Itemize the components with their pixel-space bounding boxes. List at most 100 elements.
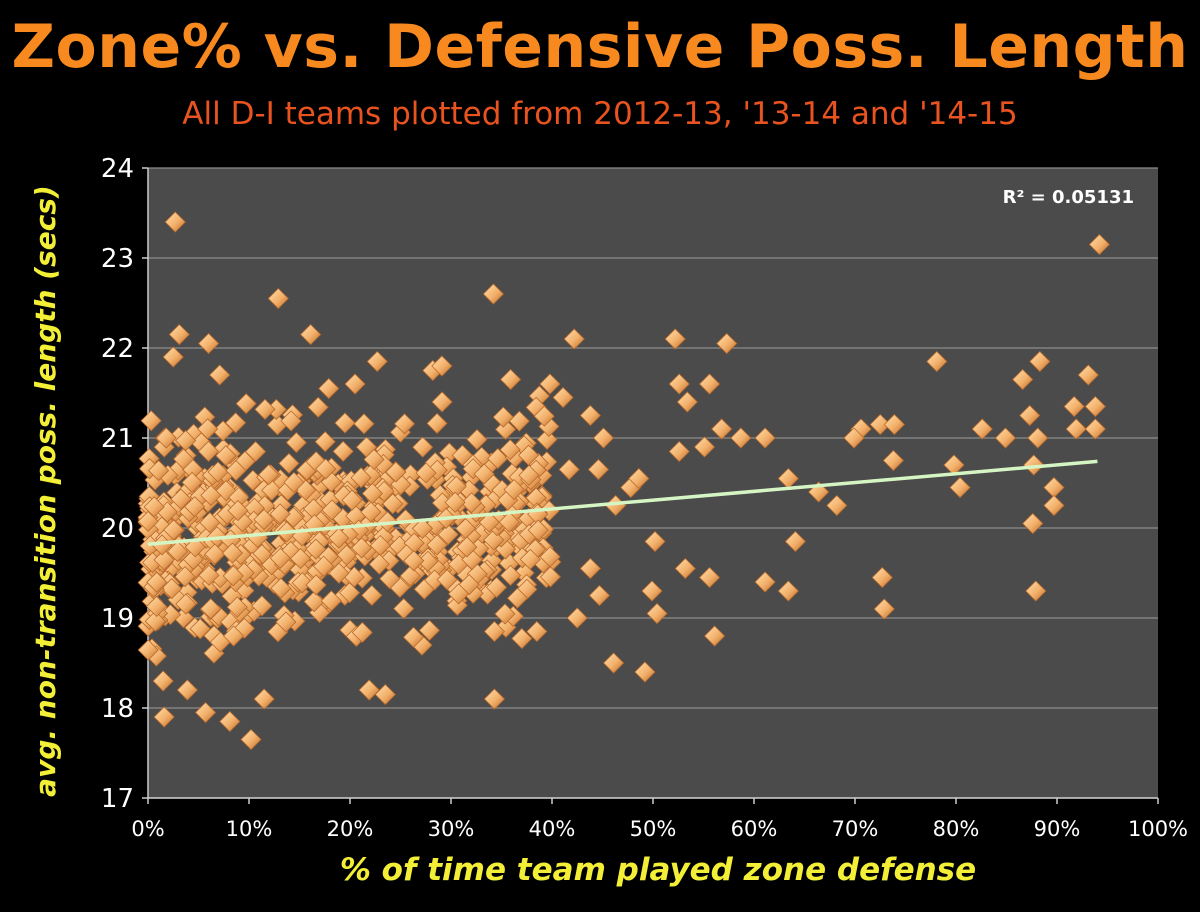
y-tick-label: 17 bbox=[101, 784, 134, 814]
data-point bbox=[716, 332, 738, 355]
data-point bbox=[305, 574, 327, 596]
data-point bbox=[163, 519, 185, 541]
data-point bbox=[588, 584, 611, 607]
data-point bbox=[328, 527, 350, 549]
data-point bbox=[882, 449, 904, 472]
trendline bbox=[147, 459, 1098, 546]
data-point bbox=[261, 479, 283, 501]
data-point bbox=[558, 458, 580, 481]
data-point bbox=[754, 571, 776, 593]
data-point bbox=[162, 346, 184, 368]
data-point bbox=[173, 448, 195, 470]
data-point bbox=[634, 661, 656, 683]
data-point bbox=[146, 571, 168, 593]
data-point bbox=[458, 573, 480, 596]
data-point bbox=[251, 595, 273, 617]
data-point bbox=[871, 566, 893, 589]
data-point bbox=[189, 618, 211, 640]
x-tick-label: 70% bbox=[832, 817, 879, 841]
data-point bbox=[291, 572, 313, 594]
data-point bbox=[492, 406, 514, 428]
data-point bbox=[511, 627, 533, 650]
data-point bbox=[278, 452, 300, 474]
data-point bbox=[307, 396, 329, 418]
data-point bbox=[402, 626, 425, 648]
data-point bbox=[498, 511, 520, 533]
data-point bbox=[313, 555, 335, 577]
y-tick-label: 22 bbox=[101, 334, 134, 364]
data-point bbox=[390, 473, 412, 495]
data-point bbox=[784, 530, 806, 553]
data-point bbox=[1084, 418, 1106, 440]
data-point bbox=[235, 393, 257, 415]
data-point bbox=[225, 412, 247, 434]
data-point bbox=[164, 211, 186, 233]
data-point bbox=[366, 350, 388, 373]
data-point bbox=[516, 578, 538, 600]
data-point bbox=[382, 493, 404, 515]
data-point bbox=[536, 428, 558, 451]
data-point bbox=[603, 652, 625, 674]
x-tick-label: 50% bbox=[630, 817, 677, 841]
data-point bbox=[869, 413, 891, 436]
data-point bbox=[146, 595, 168, 618]
data-point bbox=[350, 467, 372, 489]
data-point bbox=[994, 427, 1017, 449]
data-point bbox=[456, 536, 478, 558]
data-point bbox=[137, 510, 159, 532]
data-point bbox=[487, 448, 509, 470]
data-point bbox=[754, 427, 776, 449]
data-point bbox=[204, 543, 226, 565]
data-point bbox=[437, 523, 459, 546]
data-point bbox=[415, 462, 437, 484]
data-point bbox=[971, 418, 993, 440]
data-point bbox=[628, 467, 650, 490]
data-point bbox=[644, 530, 666, 553]
data-point bbox=[300, 323, 322, 346]
data-point bbox=[403, 550, 425, 572]
data-point bbox=[698, 566, 721, 589]
data-point bbox=[227, 500, 249, 522]
data-point bbox=[698, 373, 721, 395]
data-point bbox=[949, 476, 971, 499]
data-point bbox=[426, 534, 448, 556]
data-point bbox=[399, 565, 421, 587]
data-point bbox=[155, 427, 177, 449]
data-point bbox=[482, 283, 504, 305]
data-point bbox=[444, 491, 466, 513]
data-point bbox=[181, 471, 203, 494]
data-point bbox=[285, 431, 307, 454]
data-point bbox=[499, 564, 522, 587]
data-point bbox=[411, 517, 434, 539]
data-point bbox=[426, 412, 448, 434]
data-point bbox=[777, 580, 799, 602]
data-point bbox=[1084, 395, 1106, 418]
data-point bbox=[826, 494, 848, 517]
data-point bbox=[466, 428, 488, 451]
data-point bbox=[394, 413, 416, 435]
data-point bbox=[215, 445, 237, 467]
data-point bbox=[374, 683, 396, 706]
data-point bbox=[207, 461, 229, 483]
data-point bbox=[353, 413, 375, 435]
data-point bbox=[843, 427, 865, 449]
data-point bbox=[704, 625, 726, 647]
data-point bbox=[646, 602, 668, 625]
data-point bbox=[253, 688, 275, 710]
data-point bbox=[168, 323, 190, 346]
data-point bbox=[240, 728, 262, 751]
data-point bbox=[483, 529, 505, 551]
data-point bbox=[518, 464, 540, 486]
data-point bbox=[174, 566, 196, 588]
data-point bbox=[412, 436, 434, 458]
data-point bbox=[1065, 418, 1087, 440]
data-point bbox=[254, 398, 276, 420]
data-point bbox=[197, 418, 219, 440]
data-point bbox=[506, 587, 529, 609]
data-point bbox=[883, 413, 905, 436]
data-point bbox=[221, 542, 244, 564]
x-tick-label: 0% bbox=[131, 817, 164, 841]
data-point bbox=[494, 603, 516, 625]
data-point bbox=[161, 578, 183, 600]
